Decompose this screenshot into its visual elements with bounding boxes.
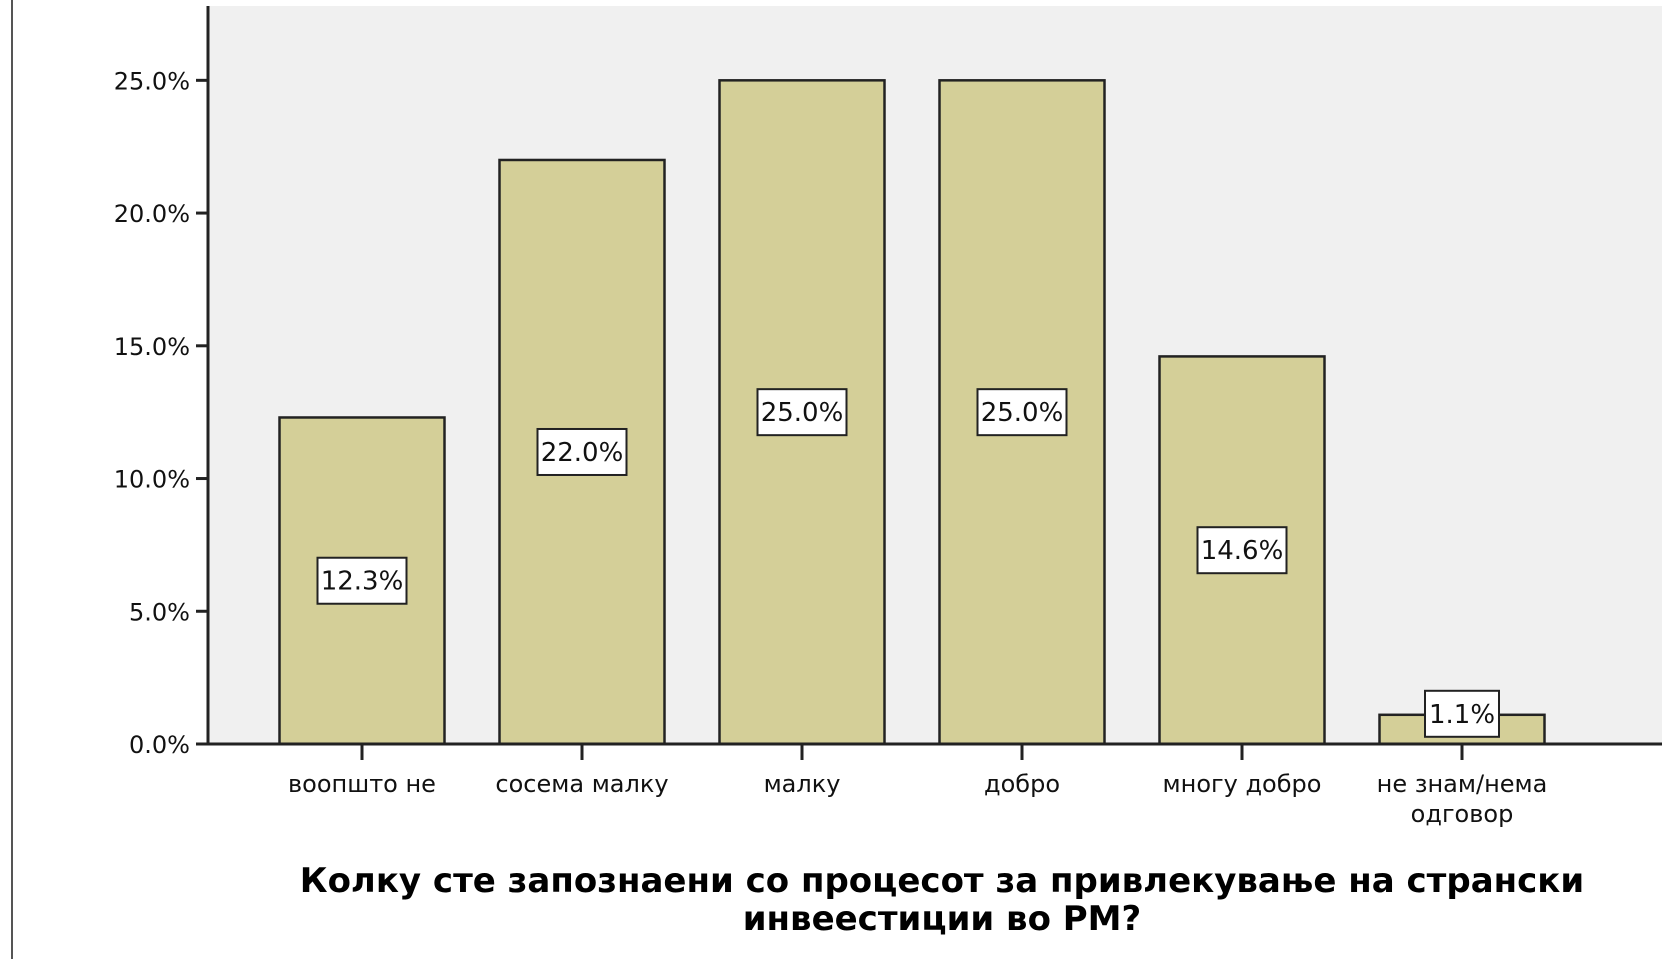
value-label-box (756, 388, 848, 437)
value-label-box (316, 556, 408, 605)
y-tick-label: 25.0% (114, 67, 190, 95)
x-tick-label: воопшто не (288, 770, 436, 798)
y-tick-label: 10.0% (114, 466, 190, 494)
y-tick-label: 15.0% (114, 333, 190, 361)
y-ticks-layer: 0.0% 5.0% 10.0% 15.0% 20.0% 25.0% (114, 67, 208, 759)
y-tick-label: 20.0% (114, 200, 190, 228)
y-tick-label: 5.0% (129, 598, 190, 626)
x-ticks-layer: воопшто не сосема малку малку добро многу до… (288, 744, 1547, 828)
value-label: 25.0% (761, 398, 844, 428)
value-label: 14.6% (1201, 536, 1284, 566)
x-axis-title-line: Колку сте запознаени со процесот за прив… (300, 861, 1584, 901)
value-label: 22.0% (541, 438, 624, 468)
x-tick-label: добро (984, 770, 1060, 798)
value-label: 1.1% (1429, 700, 1495, 730)
value-label: 25.0% (981, 398, 1064, 428)
plot-area (208, 6, 1662, 744)
y-tick-label: 0.0% (129, 731, 190, 759)
value-label-box (1424, 689, 1500, 738)
x-tick-label: малку (764, 770, 841, 798)
x-tick-label: одговор (1411, 800, 1514, 828)
value-label-box (536, 427, 628, 476)
value-label-box (1196, 526, 1288, 575)
x-tick-label: многу добро (1163, 770, 1322, 798)
x-axis-title-line: инвеестиции во РМ? (743, 899, 1142, 939)
value-labels-layer: 12.3% 22.0% 25.0% 25.0% 14.6% 1.1% (316, 388, 1500, 738)
x-tick-label: не знам/нема (1377, 770, 1548, 798)
x-axis-title: Колку сте запознаени со процесот за прив… (300, 861, 1584, 939)
value-label-box (976, 388, 1068, 437)
value-label: 12.3% (321, 567, 404, 597)
x-tick-label: сосема малку (495, 770, 668, 798)
